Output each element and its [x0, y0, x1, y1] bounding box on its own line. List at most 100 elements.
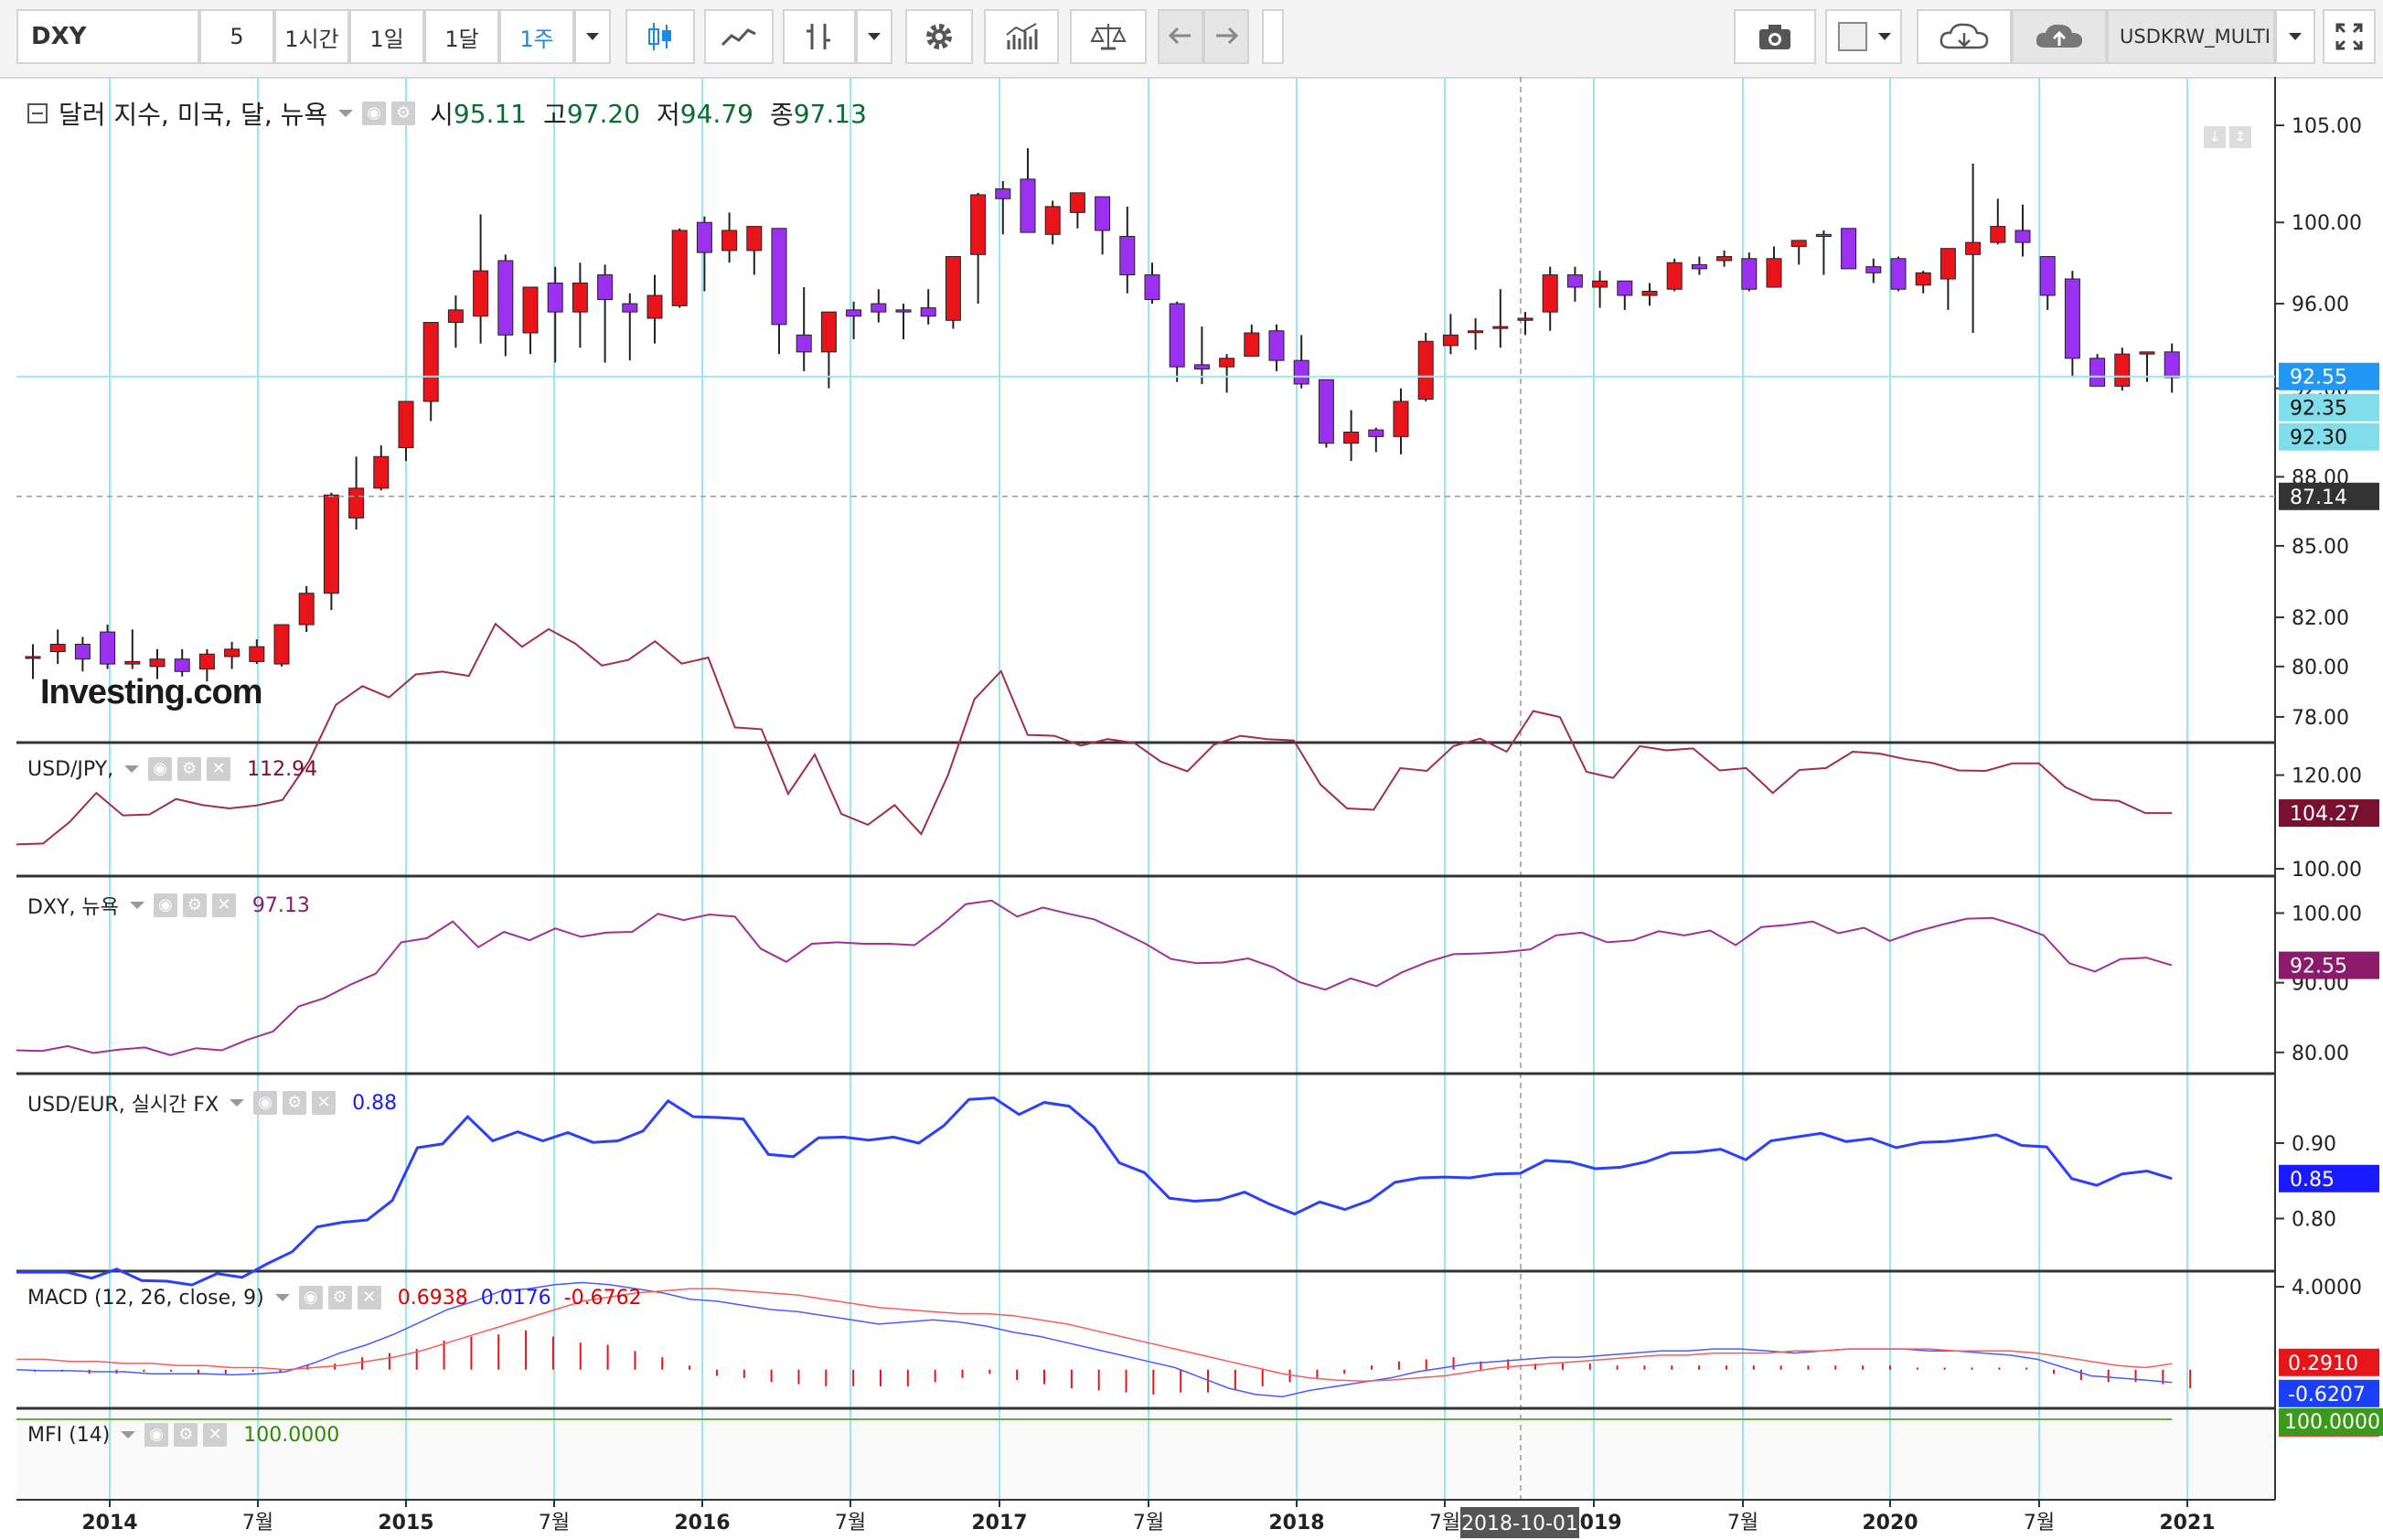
arrow-updown-icon[interactable]: ↕ — [2229, 126, 2251, 148]
gear-icon[interactable]: ⚙ — [174, 1423, 198, 1447]
eye-icon[interactable]: ◉ — [144, 1423, 169, 1447]
candle-body — [846, 309, 862, 317]
interval-5-button[interactable]: 5 — [199, 9, 274, 64]
mfi-legend: MFI (14) ◉ ⚙ ✕ 100.0000 — [27, 1423, 339, 1447]
candle-body — [422, 322, 439, 402]
y-tick-label: 105.00 — [2292, 115, 2362, 138]
eye-icon[interactable]: ◉ — [253, 1091, 278, 1115]
mfi-tag-label: 100.0000 — [2284, 1411, 2380, 1434]
cloud-upload-icon — [2036, 24, 2082, 48]
main-legend: 달러 지수, 미국, 달, 뉴욕 ◉ ⚙ 시 95.11 고 97.20 저 9… — [27, 95, 867, 132]
interval-1d-button[interactable]: 1일 — [349, 9, 424, 64]
chevron-down-icon[interactable] — [230, 1099, 245, 1107]
indicator-icon — [807, 24, 830, 49]
redo-button[interactable] — [1203, 9, 1249, 64]
mfi-tag — [2279, 1408, 2383, 1436]
y-tick-label: 120.00 — [2292, 765, 2362, 788]
settings-button[interactable] — [905, 9, 973, 64]
chevron-down-icon[interactable] — [274, 1294, 290, 1301]
candle-body — [2014, 230, 2031, 243]
close-icon[interactable]: ✕ — [312, 1091, 337, 1115]
candle-body — [871, 303, 887, 313]
symbol-field[interactable]: DXY — [16, 9, 199, 64]
chevron-down-icon[interactable] — [129, 902, 144, 909]
close-icon[interactable]: ✕ — [357, 1286, 381, 1310]
line-chart-button[interactable] — [704, 9, 774, 64]
layout-name-field[interactable]: USDKRW_MULTI — [2107, 9, 2275, 64]
interval-1w-button[interactable]: 1주 — [499, 9, 574, 64]
main-candles-layer — [16, 148, 2275, 682]
camera-button[interactable] — [1734, 9, 1816, 64]
collapse-icon[interactable] — [27, 103, 48, 123]
candle-body — [572, 283, 588, 313]
blank-field[interactable] — [1262, 9, 1284, 64]
candle-body — [1095, 196, 1111, 231]
gear-icon[interactable]: ⚙ — [182, 893, 207, 917]
panel-bg-dxyl — [16, 878, 2275, 1074]
main-title: 달러 지수, 미국, 달, 뉴욕 — [59, 100, 328, 130]
candle-body — [1790, 240, 1807, 248]
chevron-down-icon[interactable] — [121, 1431, 136, 1438]
gear-icon[interactable]: ⚙ — [283, 1091, 307, 1115]
candle-body — [1592, 280, 1608, 288]
eye-icon[interactable]: ◉ — [148, 757, 173, 781]
close-icon[interactable]: ✕ — [207, 757, 231, 781]
candle-body — [1020, 178, 1036, 233]
candle-body — [1766, 258, 1782, 288]
macd-title: MACD (12, 26, close, 9) — [27, 1286, 264, 1310]
macd-value-1: 0.6938 — [397, 1286, 468, 1310]
chart-area[interactable]: 105.00100.0096.0092.0088.0085.0082.0080.… — [0, 77, 2383, 1540]
candlestick-button[interactable] — [625, 9, 695, 64]
mfi-value: 100.0000 — [243, 1423, 340, 1447]
close-icon[interactable]: ✕ — [211, 893, 236, 917]
interval-label: 1일 — [369, 26, 404, 52]
eye-icon[interactable]: ◉ — [362, 102, 387, 125]
fullscreen-icon — [2335, 23, 2363, 50]
candle-body — [198, 653, 215, 670]
panel-bg-mfi — [16, 1410, 2275, 1500]
gear-icon[interactable]: ⚙ — [391, 102, 416, 125]
candle-body — [746, 226, 763, 251]
scroll-arrows[interactable]: ↓ ↕ — [2204, 126, 2251, 148]
interval-1m-button[interactable]: 1달 — [424, 9, 499, 64]
low-label: 저 — [657, 100, 680, 130]
chevron-down-icon[interactable] — [338, 110, 354, 117]
interval-dropdown-button[interactable] — [574, 9, 611, 64]
candle-body — [1219, 358, 1235, 368]
gear-icon[interactable]: ⚙ — [327, 1286, 352, 1310]
color-picker-button[interactable] — [1825, 9, 1902, 64]
x-tick-label: 7월 — [242, 1512, 273, 1535]
interval-1h-button[interactable]: 1시간 — [274, 9, 349, 64]
eye-icon[interactable]: ◉ — [298, 1286, 323, 1310]
close-label: 종 — [769, 100, 794, 130]
candle-body — [1468, 330, 1484, 334]
candle-body — [1741, 258, 1758, 290]
eye-icon[interactable]: ◉ — [153, 893, 177, 917]
x-tick-label: 7월 — [1727, 1512, 1758, 1535]
layout-dropdown-button[interactable] — [2275, 9, 2315, 64]
undo-button[interactable] — [1158, 9, 1203, 64]
volume-button[interactable] — [984, 9, 1059, 64]
candle-body — [920, 307, 936, 317]
crosshair-date-label: 2018-10-01 — [1461, 1513, 1578, 1535]
fullscreen-button[interactable] — [2323, 9, 2376, 64]
chart-svg[interactable]: 105.00100.0096.0092.0088.0085.0082.0080.… — [0, 77, 2383, 1540]
arrow-down-icon[interactable]: ↓ — [2204, 126, 2226, 148]
indicator-dropdown-button[interactable] — [856, 9, 892, 64]
candle-body — [1318, 379, 1334, 444]
candle-body — [771, 228, 787, 326]
indicator-button[interactable] — [783, 9, 856, 64]
candle-body — [1417, 340, 1434, 401]
cloud-download-button[interactable] — [1917, 9, 2012, 64]
open-label: 시 — [430, 100, 454, 130]
close-icon[interactable]: ✕ — [203, 1423, 228, 1447]
compare-button[interactable] — [1070, 9, 1147, 64]
macd-layer — [16, 1281, 2192, 1397]
cloud-upload-button[interactable] — [2012, 9, 2107, 64]
gear-icon[interactable]: ⚙ — [177, 757, 202, 781]
usdeur-tag — [2279, 1164, 2379, 1192]
symbol-label: DXY — [31, 23, 87, 50]
x-tick-label: 2018 — [1268, 1512, 1324, 1535]
candle-body — [1069, 192, 1085, 213]
chevron-down-icon[interactable] — [124, 765, 140, 773]
